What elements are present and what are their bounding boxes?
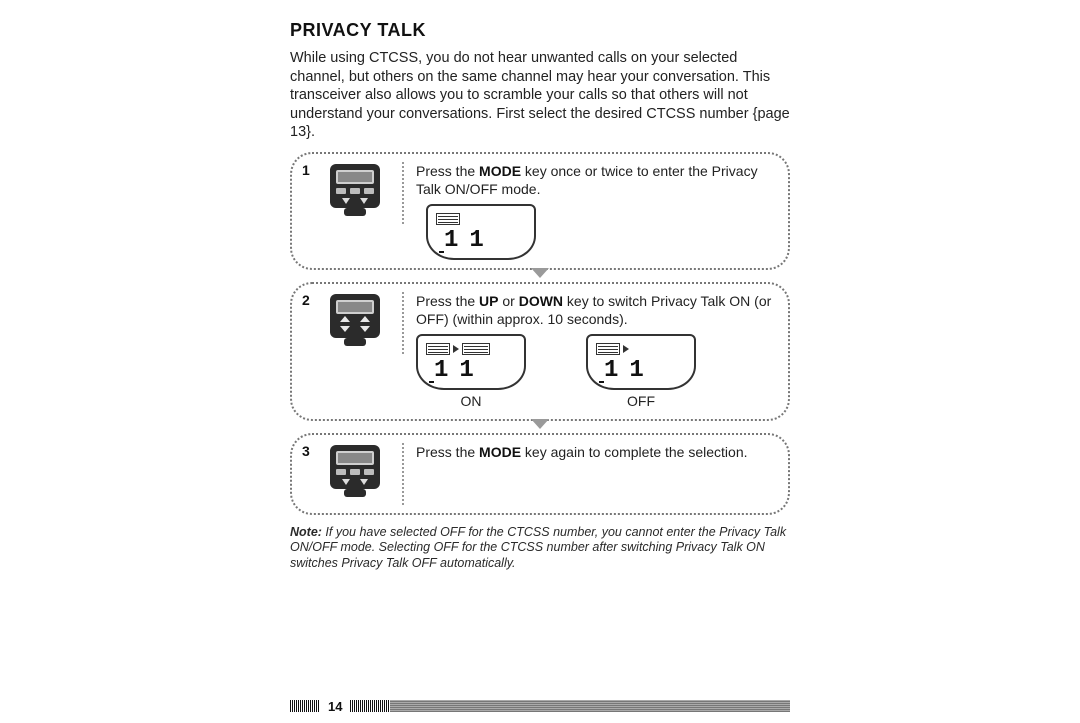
- privacy-indicator-icon: [426, 343, 450, 355]
- page-footer: 14: [290, 697, 790, 715]
- step-number: 2: [302, 292, 314, 308]
- digit: 1: [469, 225, 484, 256]
- step-2: 2 Press the UP or DOWN key to switch: [290, 282, 790, 421]
- text-fragment: Press the: [416, 293, 479, 309]
- on-label: ON: [461, 392, 482, 410]
- scramble-indicator-icon: [462, 343, 490, 355]
- off-label: OFF: [627, 392, 655, 410]
- note-paragraph: Note: If you have selected OFF for the C…: [290, 525, 790, 572]
- lcd-row: 1 1: [416, 204, 778, 260]
- key-label: DOWN: [519, 293, 563, 309]
- digit: 1: [629, 355, 644, 386]
- page-number: 14: [320, 699, 350, 714]
- radio-illustration: [324, 292, 404, 354]
- lcd-screen: 1 1: [586, 334, 696, 390]
- steps-list: 1 Press the MODE key onc: [290, 152, 790, 515]
- digit: 1: [459, 355, 474, 386]
- lcd-off: 1 1 OFF: [586, 334, 696, 410]
- digit: 1: [444, 225, 459, 256]
- step-1: 1 Press the MODE key onc: [290, 152, 790, 270]
- text-fragment: Press the: [416, 444, 479, 460]
- step-text: Press the MODE key again to complete the…: [416, 443, 778, 461]
- lcd-row: 1 1 ON: [416, 334, 778, 410]
- radio-icon: [324, 443, 386, 501]
- text-fragment: or: [498, 293, 518, 309]
- lcd-screen: 1 1: [416, 334, 526, 390]
- step-connector: [290, 270, 790, 282]
- key-label: UP: [479, 293, 498, 309]
- step-connector: [290, 421, 790, 433]
- privacy-indicator-icon: [596, 343, 620, 355]
- note-text: If you have selected OFF for the CTCSS n…: [290, 525, 786, 570]
- section-title: PRIVACY TALK: [290, 20, 790, 41]
- digit: 1: [434, 355, 449, 386]
- key-label: MODE: [479, 163, 521, 179]
- privacy-indicator-icon: [436, 213, 460, 225]
- key-label: MODE: [479, 444, 521, 460]
- radio-illustration: [324, 443, 404, 505]
- footer-ornament-right: [350, 700, 790, 712]
- step-number: 1: [302, 162, 314, 178]
- step-text: Press the UP or DOWN key to switch Priva…: [416, 292, 778, 411]
- lcd-on: 1 1 ON: [416, 334, 526, 410]
- note-label: Note:: [290, 525, 322, 539]
- radio-icon: [324, 162, 386, 220]
- arrow-down-icon: [531, 268, 549, 278]
- text-fragment: key again to complete the selection.: [521, 444, 747, 460]
- arrow-right-icon: [623, 345, 629, 353]
- step-number: 3: [302, 443, 314, 459]
- arrow-right-icon: [453, 345, 459, 353]
- seven-segment-display: 1 1: [436, 230, 526, 256]
- seven-segment-display: 1 1: [596, 360, 686, 386]
- lcd-screen: 1 1: [426, 204, 536, 260]
- seven-segment-display: 1 1: [426, 360, 516, 386]
- arrow-down-icon: [531, 419, 549, 429]
- step-3: 3 Press the MODE key aga: [290, 433, 790, 515]
- intro-paragraph: While using CTCSS, you do not hear unwan…: [290, 49, 790, 142]
- footer-ornament-left: [290, 700, 320, 712]
- text-fragment: Press the: [416, 163, 479, 179]
- radio-illustration: [324, 162, 404, 224]
- radio-icon: [324, 292, 386, 350]
- digit: 1: [604, 355, 619, 386]
- step-text: Press the MODE key once or twice to ente…: [416, 162, 778, 260]
- manual-page: PRIVACY TALK While using CTCSS, you do n…: [0, 0, 1080, 723]
